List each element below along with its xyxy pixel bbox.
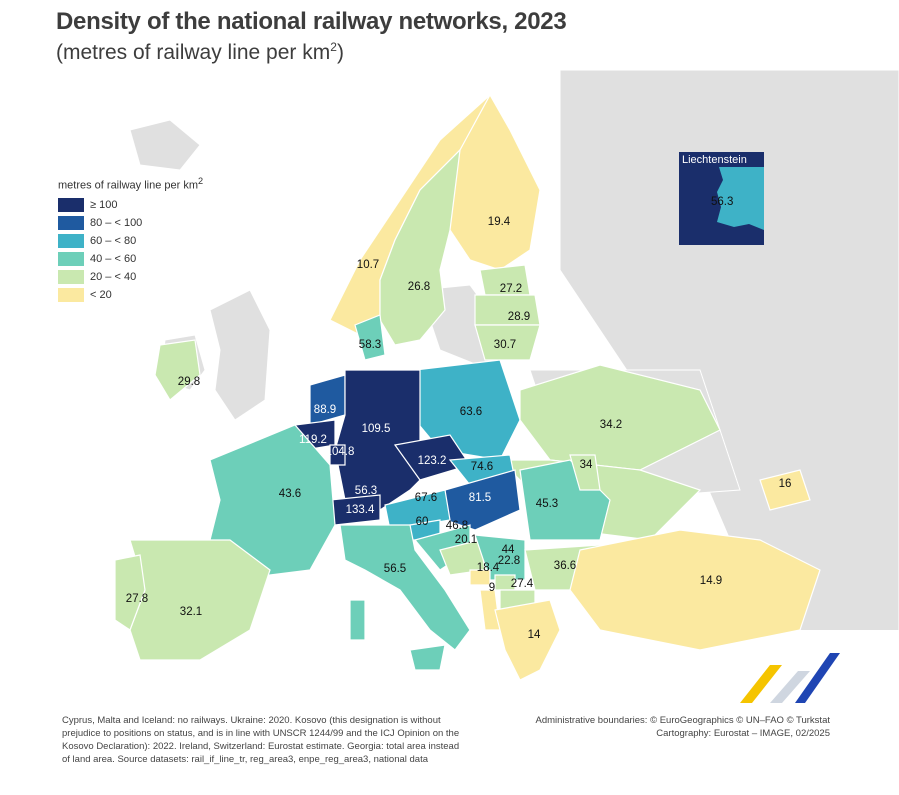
countries	[114, 93, 821, 681]
region-serbia	[474, 534, 526, 581]
label-albania: 9	[489, 582, 495, 594]
legend-swatch	[58, 233, 84, 248]
label-greece: 14	[528, 629, 541, 641]
label-france: 43.6	[279, 488, 301, 500]
label-norway: 10.7	[357, 259, 379, 271]
label-germany: 109.5	[362, 423, 391, 435]
region-georgia	[759, 469, 811, 511]
legend-swatch	[58, 215, 84, 230]
label-montenegro: 18.4	[477, 562, 500, 574]
legend-swatch	[58, 269, 84, 284]
europe-map: 19.4 10.7 26.8 27.2 28.9 30.7 58.3 29.8 …	[0, 70, 899, 710]
label-kosovo: 22.8	[498, 555, 520, 567]
label-switzerland-top: 56.3	[355, 485, 377, 497]
label-belgium: 119.2	[299, 434, 327, 446]
label-slovenia: 60	[416, 516, 429, 528]
legend-item: 40 – < 60	[58, 250, 203, 268]
credits-line-1: Administrative boundaries: © EuroGeograp…	[535, 715, 830, 726]
label-hungary: 81.5	[469, 492, 491, 504]
region-lithuania	[474, 324, 541, 361]
label-ireland: 29.8	[178, 376, 200, 388]
label-slovakia: 74.6	[471, 461, 493, 473]
label-denmark: 58.3	[359, 339, 381, 351]
region-netherlands	[309, 374, 346, 426]
map-legend: metres of railway line per km2 ≥ 100 80 …	[58, 176, 203, 304]
region-austria	[384, 489, 451, 531]
label-poland: 63.6	[460, 406, 482, 418]
region-italy	[339, 524, 471, 651]
label-north-macedonia: 27.4	[511, 578, 534, 590]
region-sardinia	[349, 599, 366, 641]
label-switzerland: 133.4	[346, 504, 375, 516]
label-georgia: 16	[779, 478, 792, 490]
label-estonia: 27.2	[500, 283, 522, 295]
legend-item: ≥ 100	[58, 196, 203, 214]
label-bulgaria: 36.6	[554, 560, 576, 572]
legend-item: 80 – < 100	[58, 214, 203, 232]
liechtenstein-inset	[679, 152, 764, 245]
value-labels: 19.4 10.7 26.8 27.2 28.9 30.7 58.3 29.8 …	[126, 216, 792, 641]
label-italy: 56.5	[384, 563, 406, 575]
region-denmark	[354, 314, 386, 361]
label-belarus: 34.2	[600, 419, 622, 431]
region-ireland	[154, 339, 201, 401]
label-romania: 45.3	[536, 498, 558, 510]
map-subtitle: (metres of railway line per km2)	[56, 40, 344, 64]
region-belarus	[519, 364, 721, 471]
label-netherlands: 88.9	[314, 404, 336, 416]
region-sicily	[409, 644, 446, 671]
region-finland	[449, 93, 541, 271]
eurostat-logo	[740, 653, 840, 703]
region-turkey	[569, 529, 821, 651]
region-moldova	[569, 454, 601, 491]
inset-title: Liechtenstein	[680, 153, 749, 167]
label-moldova: 34	[580, 459, 593, 471]
map-title: Density of the national railway networks…	[56, 8, 567, 35]
legend-swatch	[58, 197, 84, 212]
label-spain: 32.1	[180, 606, 202, 618]
legend-swatch	[58, 287, 84, 302]
label-lithuania: 30.7	[494, 339, 516, 351]
region-france	[209, 424, 336, 581]
label-bosnia: 20.1	[455, 534, 477, 546]
credits: Administrative boundaries: © EuroGeograp…	[490, 714, 830, 740]
credits-line-2: Cartography: Eurostat – IMAGE, 02/2025	[656, 728, 830, 739]
legend-title: metres of railway line per km2	[58, 176, 204, 192]
region-montenegro	[469, 569, 491, 586]
label-czechia: 123.2	[418, 455, 447, 467]
legend-item: 20 – < 40	[58, 268, 203, 286]
label-luxembourg: 104.8	[326, 446, 355, 458]
inset-value: 56.3	[711, 196, 734, 208]
label-turkey: 14.9	[700, 575, 722, 587]
region-portugal	[114, 554, 146, 631]
label-portugal: 27.8	[126, 593, 148, 605]
label-austria: 67.6	[415, 492, 437, 504]
region-luxembourg	[329, 444, 346, 466]
legend-item: < 20	[58, 286, 203, 304]
label-croatia: 46.8	[446, 520, 468, 532]
region-greece	[494, 599, 561, 681]
footnotes: Cyprus, Malta and Iceland: no railways. …	[62, 715, 460, 765]
legend-swatch	[58, 251, 84, 266]
label-sweden: 26.8	[408, 281, 430, 293]
label-serbia: 44	[502, 544, 515, 556]
label-finland: 19.4	[488, 216, 511, 228]
region-germany	[334, 369, 441, 511]
label-latvia: 28.9	[508, 311, 530, 323]
legend-item: 60 – < 80	[58, 232, 203, 250]
